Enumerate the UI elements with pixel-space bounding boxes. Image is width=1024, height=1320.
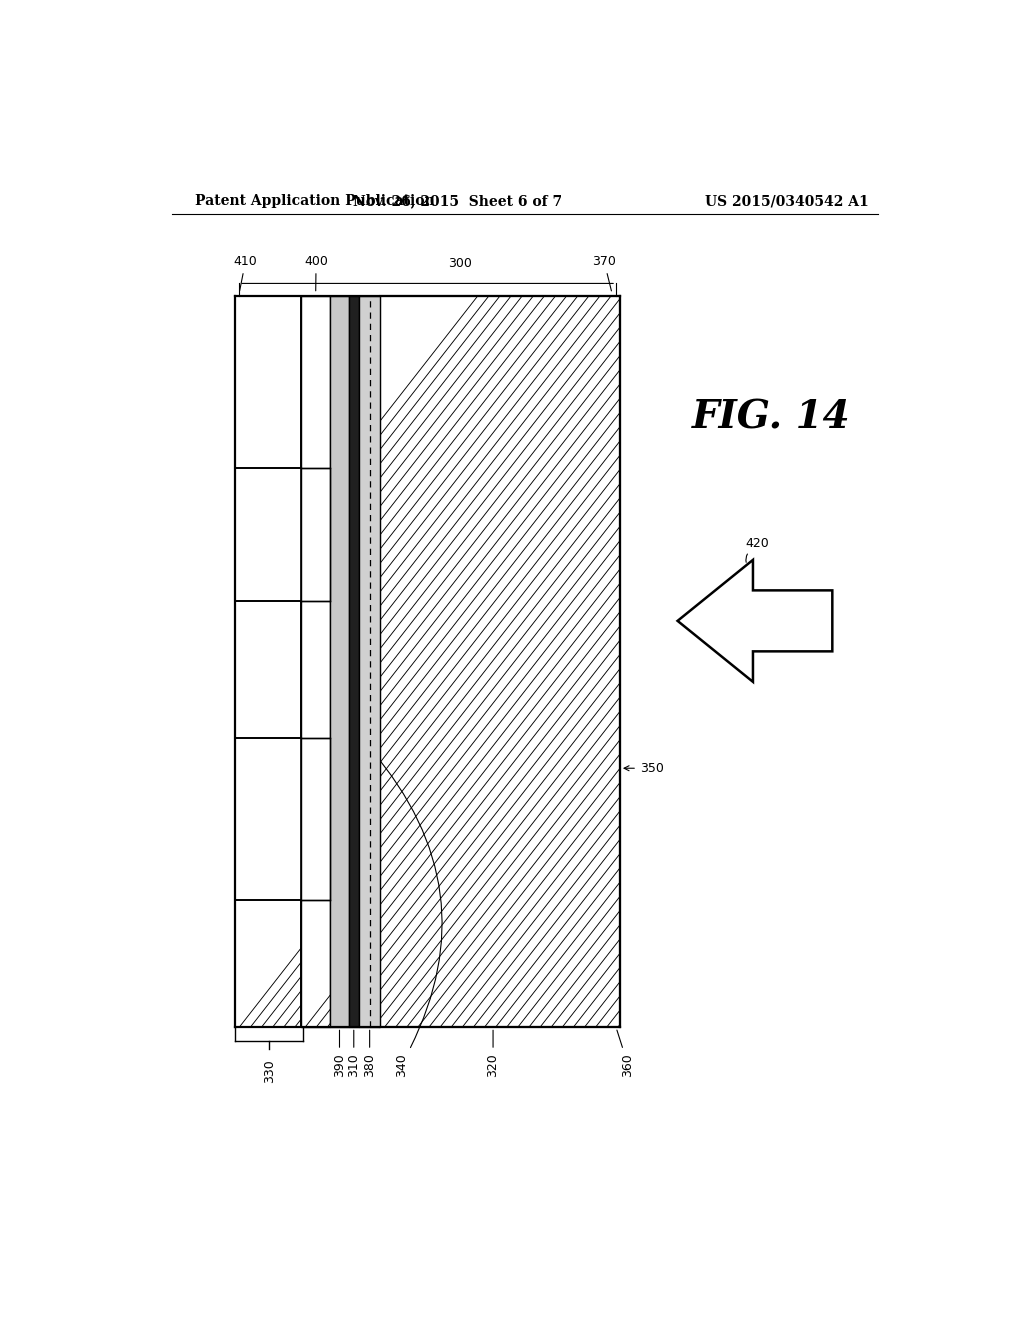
Text: Nov. 26, 2015  Sheet 6 of 7: Nov. 26, 2015 Sheet 6 of 7	[353, 194, 562, 209]
Bar	[236, 900, 301, 1027]
Bar	[236, 601, 301, 738]
Bar	[301, 601, 331, 738]
Text: 370: 370	[592, 255, 616, 290]
Text: 400: 400	[304, 255, 328, 290]
Text: US 2015/0340542 A1: US 2015/0340542 A1	[705, 194, 868, 209]
Text: 310: 310	[347, 1030, 360, 1077]
Text: 300: 300	[447, 257, 472, 271]
Text: Patent Application Publication: Patent Application Publication	[196, 194, 435, 209]
Bar	[359, 296, 380, 1027]
Text: 380: 380	[364, 1030, 376, 1077]
Text: 320: 320	[486, 1030, 500, 1077]
Text: 350: 350	[624, 762, 664, 775]
Bar	[301, 296, 331, 469]
Text: 410: 410	[233, 255, 257, 290]
Text: 340: 340	[372, 750, 442, 1077]
Bar	[331, 296, 348, 1027]
Bar	[236, 296, 301, 469]
Bar	[301, 900, 331, 1027]
Bar	[380, 296, 621, 1027]
Text: 360: 360	[616, 1030, 635, 1077]
Text: 390: 390	[333, 1030, 346, 1077]
Polygon shape	[678, 560, 833, 682]
Bar	[348, 296, 359, 1027]
Text: FIG. 14: FIG. 14	[691, 399, 850, 437]
Text: 330: 330	[263, 1059, 275, 1082]
Text: 420: 420	[745, 537, 769, 549]
